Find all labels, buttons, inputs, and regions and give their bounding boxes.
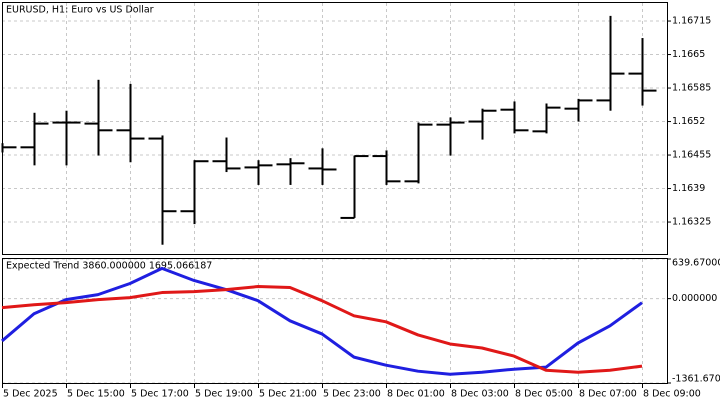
x-tick-label: 5 Dec 23:00: [323, 389, 381, 400]
main-panel-frame: [2, 2, 668, 255]
x-tick-label: 5 Dec 19:00: [195, 389, 253, 400]
y-tick-label: 1.16455: [672, 150, 711, 161]
x-tick-label: 8 Dec 01:00: [387, 389, 445, 400]
x-tick-label: 8 Dec 07:00: [579, 389, 637, 400]
y-tick-label: 0.000000: [672, 293, 717, 304]
y-tick-label: 1.16585: [672, 83, 711, 94]
y-tick-label: 1.16325: [672, 217, 711, 228]
y-tick-label: 1.1665: [672, 49, 705, 60]
x-tick-label: 8 Dec 05:00: [515, 389, 573, 400]
y-tick-label: 1.16715: [672, 16, 711, 27]
indicator-title: Expected Trend 3860.000000 1695.066187: [6, 261, 212, 272]
chart-title: EURUSD, H1: Euro vs US Dollar: [6, 5, 154, 16]
indicator-panel-frame: [2, 258, 668, 384]
x-tick-label: 5 Dec 15:00: [67, 389, 125, 400]
indicator-line: [1, 266, 643, 376]
y-tick-label: 1.1652: [672, 116, 705, 127]
y-tick-label: -1361.67000: [672, 374, 720, 385]
indicator-line: [1, 285, 643, 374]
x-tick-label: 5 Dec 17:00: [131, 389, 189, 400]
x-tick-label: 8 Dec 09:00: [643, 389, 701, 400]
x-tick-label: 5 Dec 2025: [3, 389, 58, 400]
y-tick-label: 639.670000: [672, 258, 720, 269]
x-tick-label: 8 Dec 03:00: [451, 389, 509, 400]
x-tick-label: 5 Dec 21:00: [259, 389, 317, 400]
y-tick-label: 1.1639: [672, 183, 705, 194]
